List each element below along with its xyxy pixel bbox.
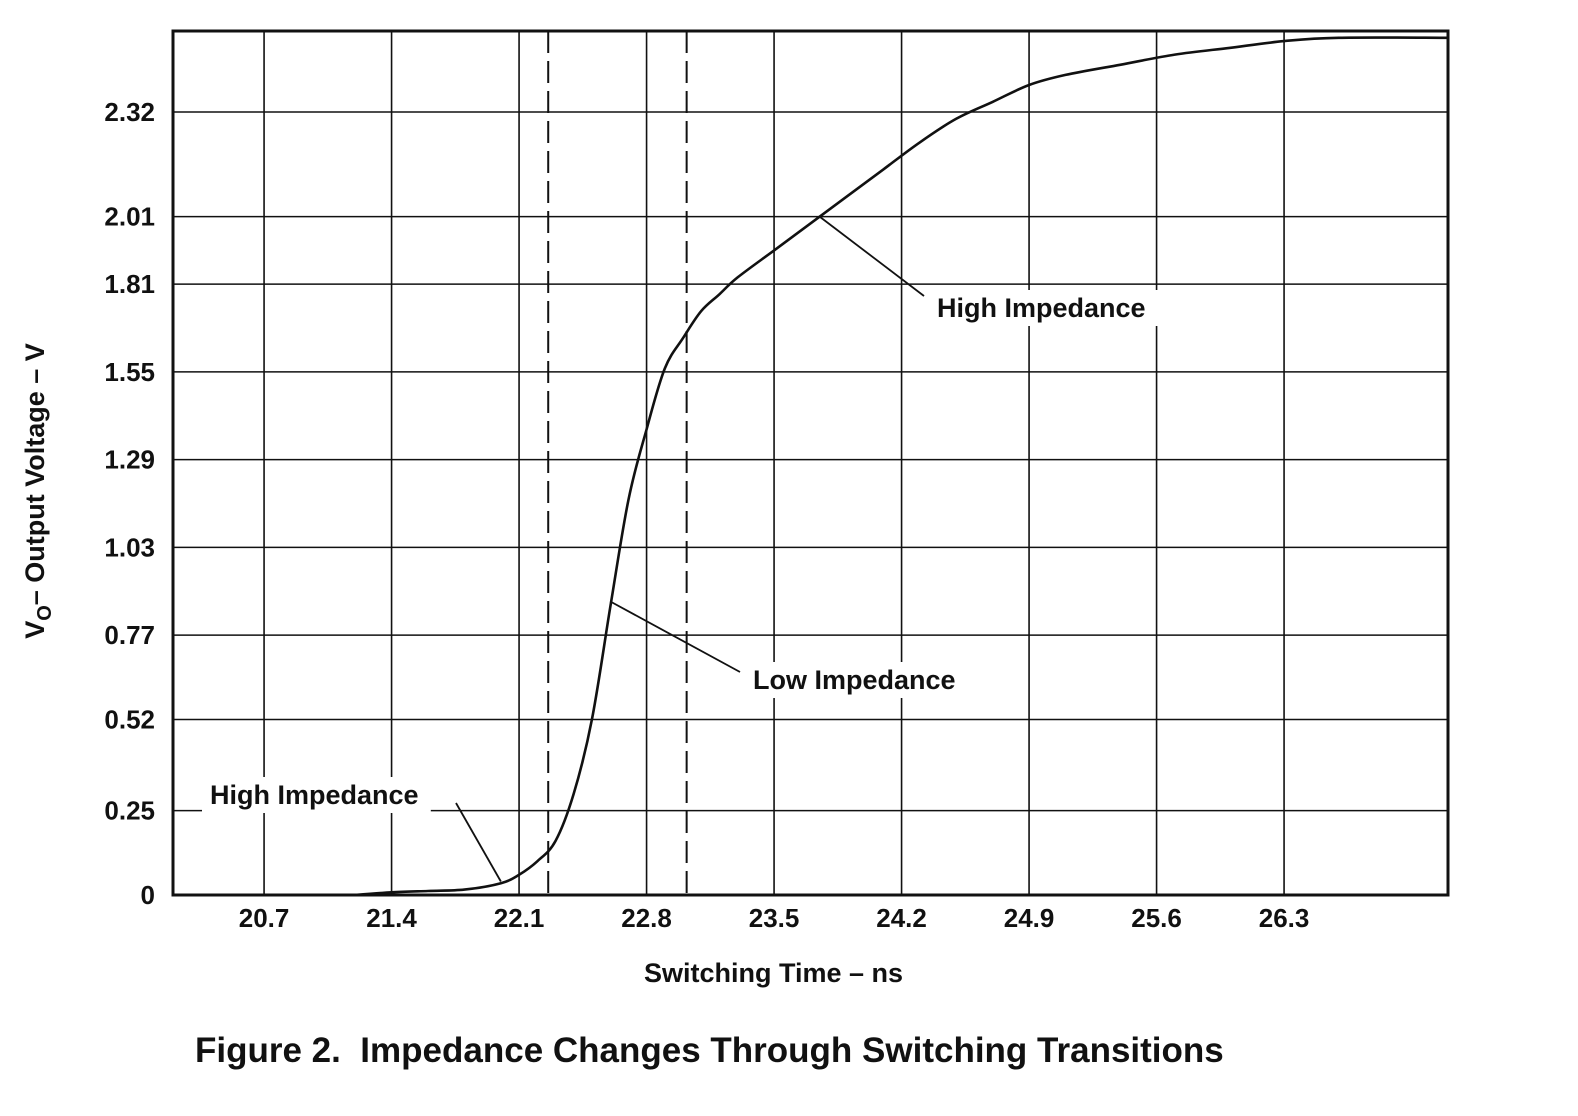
annotations: High Impedance Low Impedance High Impedanc…	[202, 215, 1158, 882]
plot-frame	[171, 29, 1450, 897]
y-tick-label: 1.03	[104, 532, 155, 562]
y-tick-label: 2.32	[104, 97, 155, 127]
y-axis-title-main: V	[20, 621, 50, 639]
y-axis-title-sub: O	[34, 605, 56, 621]
x-tick-label: 20.7	[239, 903, 290, 933]
y-tick-label: 1.55	[104, 357, 155, 387]
x-axis-title: Switching Time – ns	[644, 958, 903, 988]
x-tick-label: 22.1	[494, 903, 545, 933]
annotation-label: High Impedance	[937, 293, 1146, 323]
y-tick-label: 2.01	[104, 202, 155, 232]
y-tick-label: 1.81	[104, 269, 155, 299]
annotation-label: High Impedance	[210, 780, 419, 810]
annotation-leader-line	[819, 215, 925, 297]
x-tick-label: 22.8	[621, 903, 672, 933]
x-tick-label: 24.2	[876, 903, 927, 933]
grid-lines	[173, 31, 1448, 895]
y-tick-labels: 0 0.25 0.52 0.77 1.03 1.29 1.55 1.81 2.01 2.32	[104, 97, 155, 910]
annotation-background	[745, 662, 959, 698]
y-axis-title-rest: – Output Voltage – V	[20, 343, 50, 605]
y-tick-label: 1.29	[104, 445, 155, 475]
dashed-markers	[547, 31, 688, 895]
annotation-leader-line	[609, 600, 741, 673]
y-tick-label: 0.77	[104, 620, 155, 650]
x-tick-label: 24.9	[1004, 903, 1055, 933]
annotation-background	[929, 290, 1158, 326]
annotation-label: Low Impedance	[753, 665, 956, 695]
annotation-leader-line	[455, 802, 502, 882]
output-voltage-curve	[354, 36, 1449, 897]
y-tick-label: 0.52	[104, 705, 155, 735]
x-tick-label: 25.6	[1131, 903, 1182, 933]
x-tick-label: 23.5	[749, 903, 800, 933]
curve-group	[354, 36, 1449, 897]
figure-caption: Figure 2. Impedance Changes Through Swit…	[195, 1031, 1224, 1070]
x-tick-label: 21.4	[366, 903, 417, 933]
x-tick-labels: 20.7 21.4 22.1 22.8 23.5 24.2 24.9 25.6 26.3	[239, 903, 1310, 933]
x-tick-label: 26.3	[1259, 903, 1310, 933]
y-tick-label: 0	[141, 880, 155, 910]
y-tick-label: 0.25	[104, 796, 155, 826]
y-axis-title: VO– Output Voltage – V	[20, 343, 56, 639]
annotation-background	[202, 777, 431, 813]
